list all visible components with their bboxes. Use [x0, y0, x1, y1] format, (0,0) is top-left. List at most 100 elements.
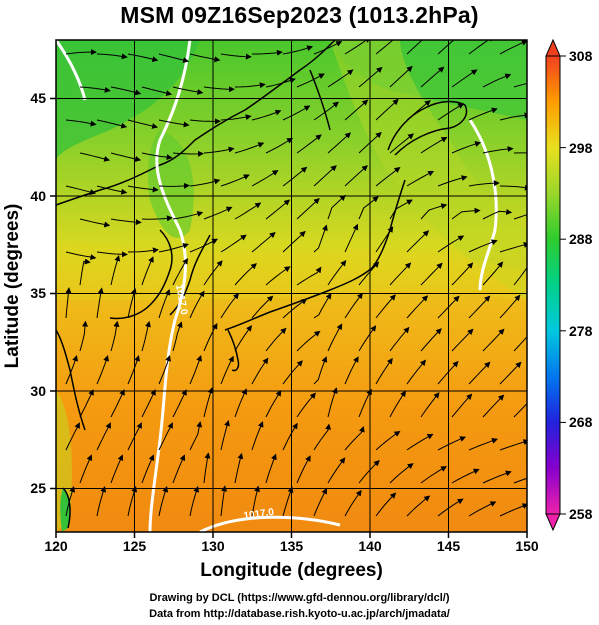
streamline-arrow	[327, 69, 354, 88]
streamline-arrow	[389, 390, 406, 418]
streamline-arrow	[127, 355, 140, 385]
y-tick-label: 30	[30, 383, 46, 399]
streamline-arrow	[189, 355, 202, 385]
streamline-arrow	[482, 470, 512, 484]
streamline-arrow	[265, 199, 291, 220]
streamline-arrow	[437, 360, 459, 385]
streamline-arrow	[420, 66, 445, 88]
streamline-arrow	[406, 230, 430, 253]
streamline-arrow	[499, 184, 527, 191]
x-tick-label: 140	[358, 538, 382, 554]
streamline-arrow	[96, 287, 104, 319]
streamline-arrow	[234, 452, 244, 484]
streamline-arrow	[158, 422, 173, 451]
streamline-arrow	[203, 323, 218, 352]
streamline-arrow	[251, 485, 260, 517]
streamline-arrow	[265, 77, 296, 88]
streamline-arrow	[313, 292, 332, 319]
streamline-arrow	[251, 421, 264, 451]
streamline-arrow	[420, 466, 447, 484]
streamline-arrow	[327, 194, 346, 220]
streamline-arrow	[327, 457, 346, 484]
streamline-arrow	[358, 388, 372, 418]
streamline-arrow	[437, 295, 460, 319]
colorbar: 308 298 288 278 268 258	[545, 38, 593, 532]
streamline-arrow	[420, 328, 442, 352]
streamline-arrow	[110, 454, 124, 484]
streamline-arrow	[127, 119, 159, 129]
streamline-arrow	[65, 251, 97, 261]
streamline-arrow	[158, 182, 190, 189]
streamline-arrow	[375, 98, 399, 121]
streamline-arrow	[327, 323, 343, 352]
streamline-arrow	[282, 230, 306, 253]
streamline-arrow	[313, 41, 343, 55]
streamline-arrow	[344, 223, 359, 253]
streamline-arrow	[499, 242, 527, 253]
streamline-arrow	[203, 206, 233, 220]
streamline-arrow	[389, 262, 412, 286]
streamline-arrow	[375, 167, 401, 187]
contour-label: 1017.0	[173, 284, 189, 316]
streamline-arrow	[451, 468, 480, 484]
streamline-arrow	[110, 152, 142, 162]
streamline-arrow	[451, 207, 481, 220]
streamline-arrow	[406, 40, 423, 55]
streamline-arrow	[252, 49, 283, 56]
streamline-arrow	[251, 109, 282, 121]
streamline-arrow	[406, 433, 434, 451]
streamline-arrow	[141, 320, 151, 352]
streamline-arrow	[451, 69, 478, 88]
streamline-arrow	[65, 119, 97, 127]
streamline-arrow	[79, 389, 94, 418]
streamline-arrow	[282, 422, 298, 451]
streamline-arrow	[499, 40, 527, 55]
streamline-arrow	[189, 290, 205, 319]
streamline-arrow	[203, 86, 235, 93]
streamline-arrow	[468, 501, 497, 517]
streamline-arrow	[172, 211, 204, 220]
x-tick-label: 130	[201, 538, 225, 554]
streamline-arrow	[375, 294, 396, 319]
x-tick-label: 120	[44, 538, 68, 554]
streamline-arrow	[127, 53, 159, 63]
streamline-arrow	[296, 455, 311, 484]
streamline-arrow	[189, 238, 218, 253]
streamline-arrow	[313, 356, 328, 385]
streamline-arrow	[251, 231, 276, 253]
streamline-arrow	[406, 295, 429, 319]
streamline-arrow	[110, 86, 142, 96]
streamline-arrow	[389, 65, 413, 88]
streamline-arrow	[499, 439, 527, 451]
streamline-arrow	[234, 202, 262, 220]
streamline-arrow	[358, 131, 382, 154]
streamline-arrow	[296, 73, 325, 88]
streamline-arrow	[296, 266, 322, 286]
streamline-arrow	[482, 328, 505, 352]
streamline-arrow	[203, 387, 214, 418]
streamline-arrow	[282, 298, 308, 319]
streamline-arrow	[189, 421, 203, 451]
streamline-arrow	[513, 259, 527, 286]
streamline-arrow	[296, 330, 321, 352]
streamline-arrow	[110, 255, 121, 286]
streamline-arrow	[282, 166, 308, 187]
colorbar-tick-label: 298	[569, 140, 593, 156]
streamline-arrow	[437, 40, 455, 55]
streamline-arrow	[375, 492, 397, 517]
streamline-arrow	[468, 438, 498, 451]
streamline-arrow	[513, 214, 527, 220]
streamline-arrow	[172, 86, 204, 95]
streamline-arrow	[158, 355, 171, 385]
streamline-arrow	[482, 261, 504, 286]
streamline-arrow	[420, 392, 440, 418]
y-tick-label: 40	[30, 188, 46, 204]
wind-streamlines	[65, 40, 527, 517]
streamline-arrow	[251, 295, 274, 319]
streamline-arrow	[79, 454, 93, 484]
streamline-arrow	[127, 287, 137, 319]
streamline-arrow	[96, 185, 128, 195]
streamline-arrow	[220, 355, 234, 385]
streamline-arrow	[65, 486, 76, 517]
streamline-arrow	[327, 387, 338, 418]
